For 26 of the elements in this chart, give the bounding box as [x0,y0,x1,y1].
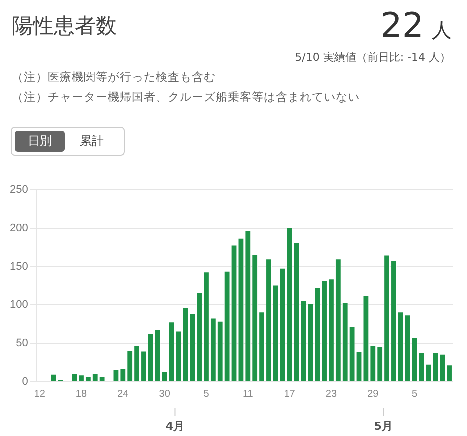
text: 累計 [79,133,105,150]
x-tick-label: 30 [159,388,171,400]
x-tick-label: 18 [76,388,88,400]
text: 5/10 実績値（前日比: -14 人） [295,50,451,65]
y-tick-label: 0 [22,376,28,388]
x-tick-label: 17 [284,388,296,400]
y-tick-label: 50 [16,338,28,350]
x-tick-label: 29 [368,388,380,400]
text: 5月 [374,420,393,433]
text: 22 [380,6,424,46]
y-tick-label: 200 [10,222,28,234]
text: 4月 [166,420,185,433]
y-tick-label: 250 [10,184,28,196]
y-tick-label: 150 [10,260,28,273]
text: 日別 [15,131,65,152]
x-tick-label: 12 [34,388,46,400]
text: （注）医療機関等が行った検査も含む [12,70,216,85]
x-tick-label: 11 [242,388,254,400]
x-tick-label: 23 [326,388,338,400]
x-tick-label: 5 [412,388,418,400]
x-tick-label: 5 [204,388,210,400]
text: 人 [432,18,452,42]
chart-title: 陽性患者数 [12,13,117,40]
y-tick-label: 100 [10,299,28,312]
text: （注）チャーター機帰国者、クルーズ船乗客等は含まれていない [12,90,360,105]
x-tick-label: 24 [118,388,130,400]
